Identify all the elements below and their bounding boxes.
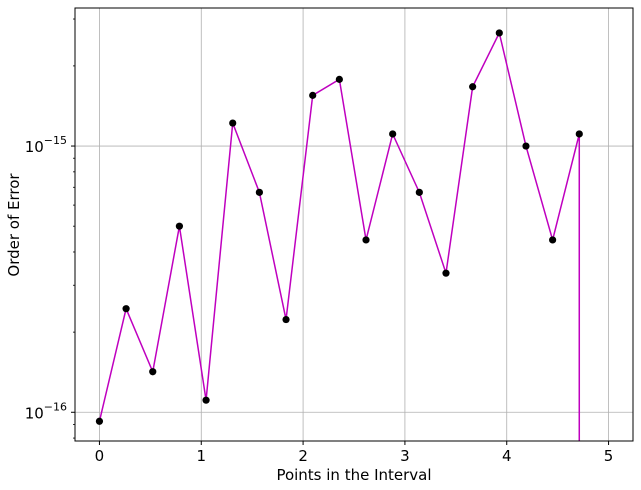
data-point xyxy=(122,305,130,313)
y-axis-label: Order of Error xyxy=(5,173,23,277)
plot-frame xyxy=(74,7,634,442)
data-point xyxy=(495,29,503,37)
x-tick-label: 2 xyxy=(298,447,308,465)
x-tick-label: 1 xyxy=(196,447,206,465)
data-point xyxy=(95,417,104,425)
data-point xyxy=(362,236,370,244)
x-tick-label: 4 xyxy=(502,447,512,465)
x-axis-label: Points in the Interval xyxy=(276,466,431,484)
data-point xyxy=(442,269,450,277)
data-point xyxy=(255,188,263,196)
data-point xyxy=(522,142,530,150)
grid xyxy=(75,8,633,441)
data-point xyxy=(229,119,237,127)
data-point xyxy=(202,396,210,404)
data-point xyxy=(335,75,343,83)
data-point xyxy=(415,188,423,196)
x-tick-label: 5 xyxy=(604,447,614,465)
data-point xyxy=(282,315,290,324)
y-tick-label: 10−16 xyxy=(25,400,67,422)
data-point xyxy=(389,130,397,138)
data-point xyxy=(149,368,157,376)
data-point xyxy=(575,130,583,138)
x-axis: 0 1 2 3 4 5 xyxy=(95,441,614,465)
error-series-line xyxy=(98,30,581,441)
x-tick-label: 3 xyxy=(400,447,410,465)
data-point xyxy=(549,236,557,244)
y-tick-label: 10−15 xyxy=(25,134,67,156)
data-point xyxy=(469,83,477,91)
x-tick-label: 0 xyxy=(95,447,105,465)
data-point xyxy=(309,91,317,99)
plot-area xyxy=(95,29,583,441)
data-point xyxy=(175,222,184,230)
y-axis: 10−16 10−15 xyxy=(25,18,75,439)
